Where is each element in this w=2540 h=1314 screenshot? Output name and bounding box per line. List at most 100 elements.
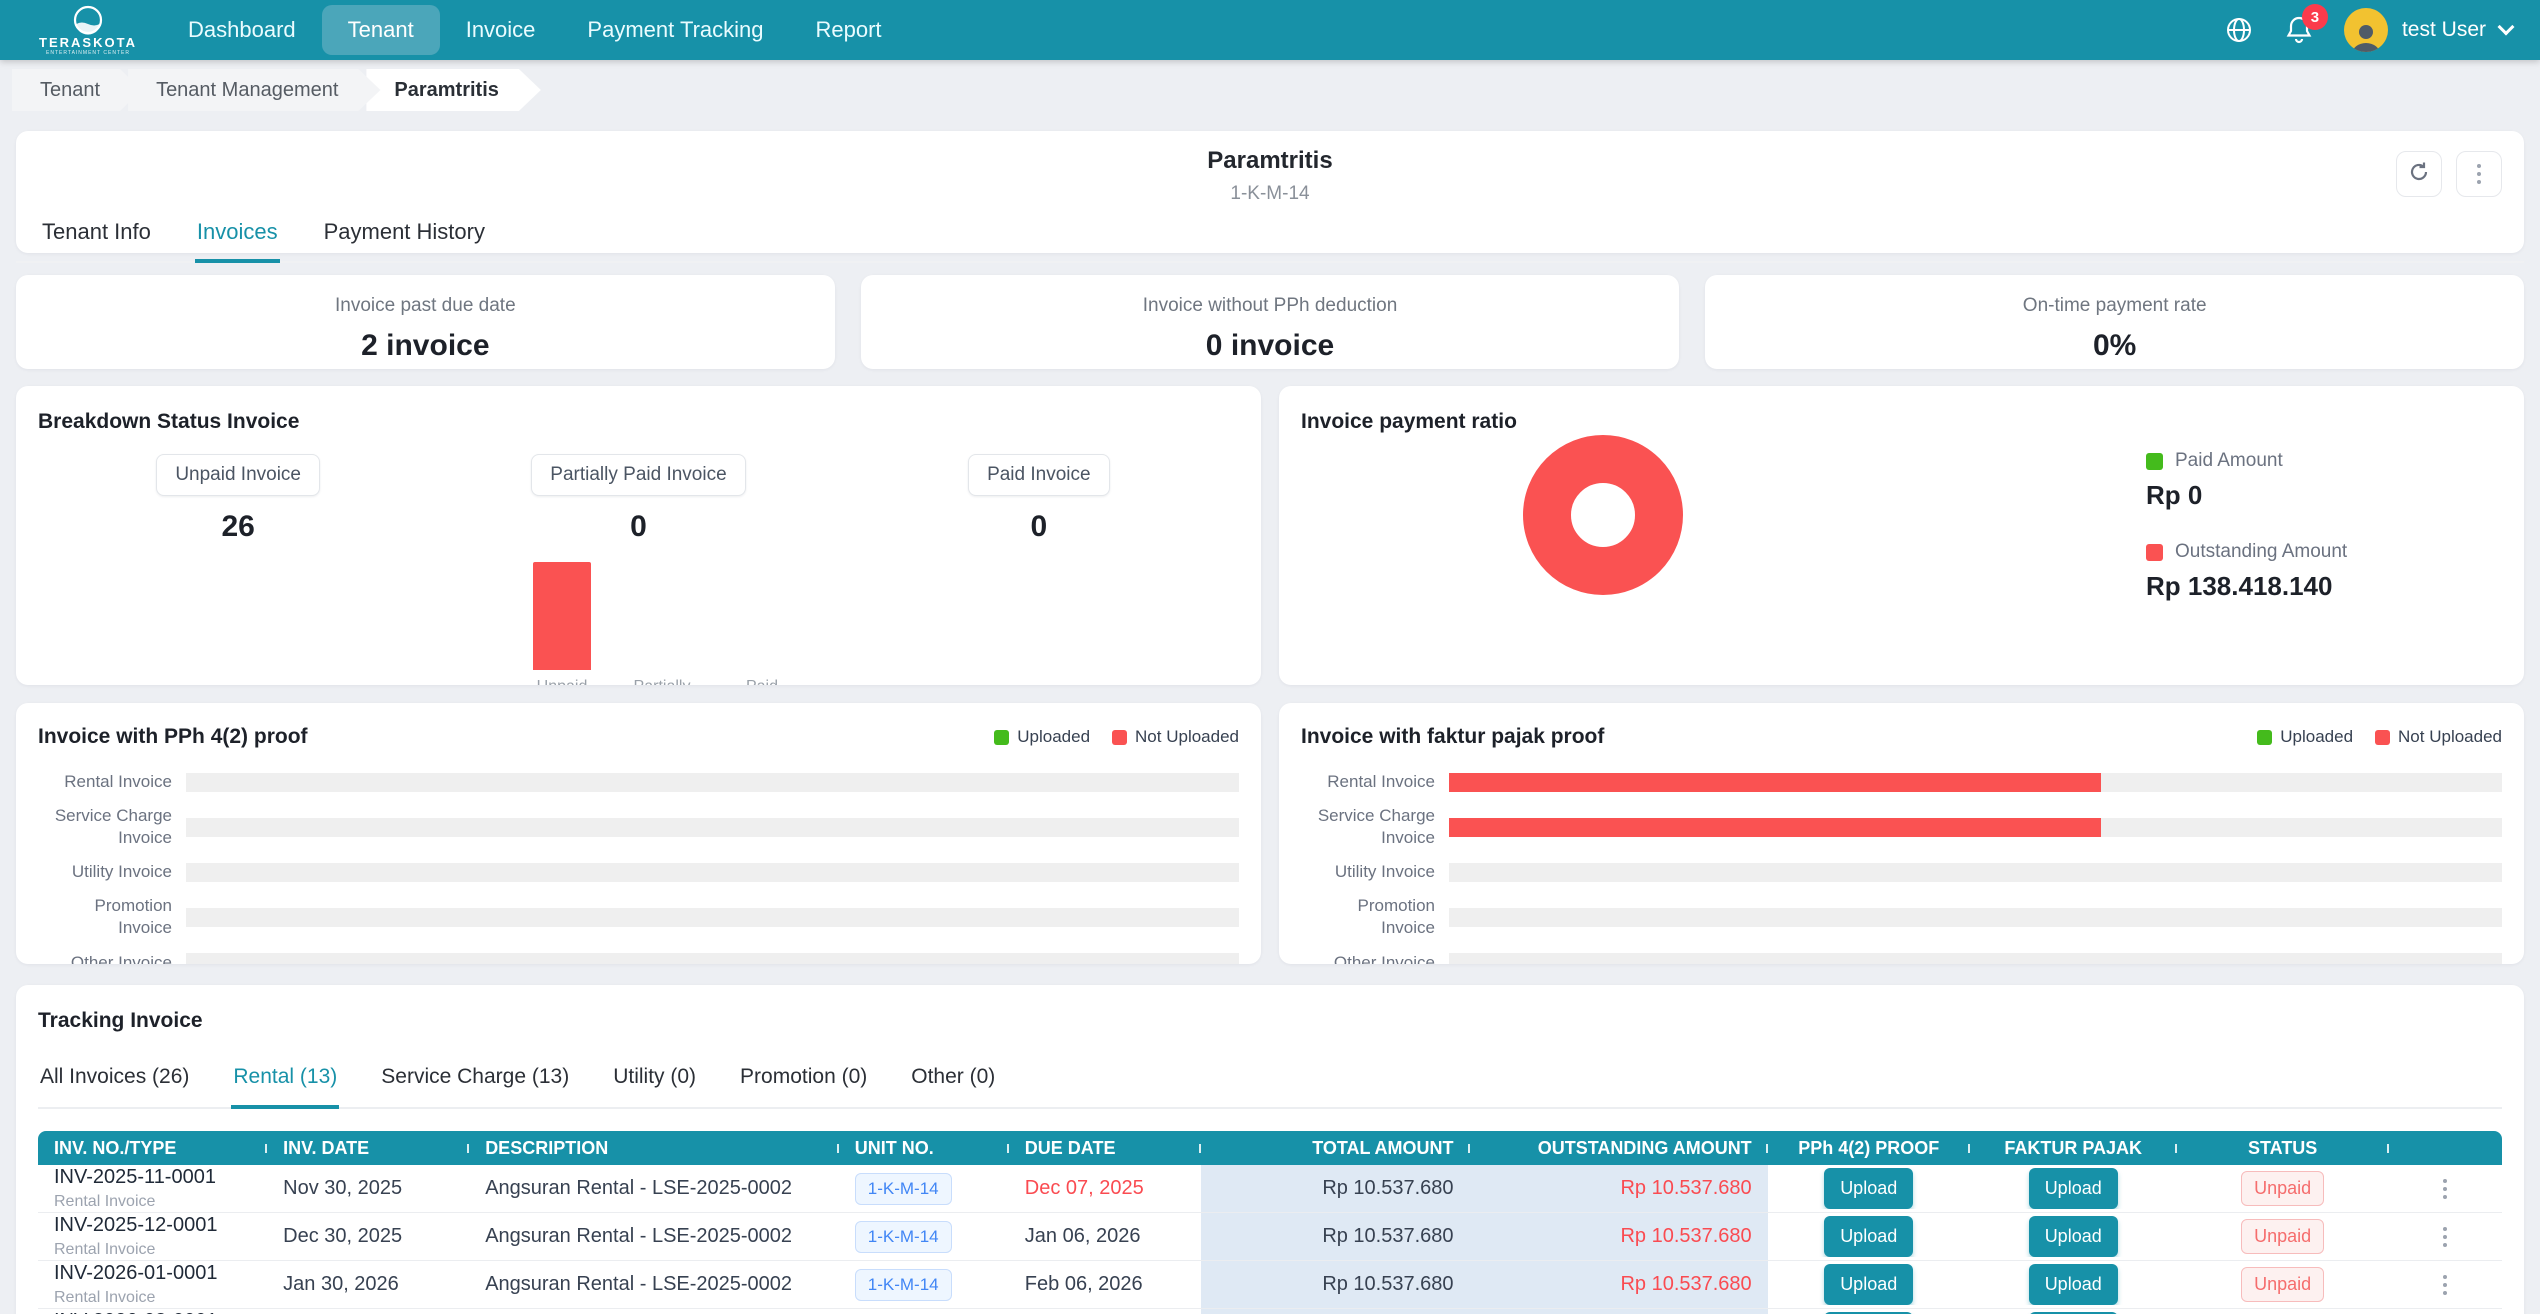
- stat-card-past-due: Invoice past due date 2 invoice: [16, 275, 835, 369]
- total-amount: Rp 10.537.680: [1200, 1309, 1470, 1314]
- upload-pph-button[interactable]: Upload: [1824, 1216, 1914, 1257]
- breadcrumb-current-page: Paramtritis: [366, 69, 541, 111]
- invoice-description: Angsuran Rental - LSE-2025-0002: [485, 1177, 793, 1199]
- upload-pph-button[interactable]: Upload: [1824, 1168, 1914, 1209]
- breadcrumb-tenant[interactable]: Tenant: [12, 69, 142, 111]
- bar-track: [186, 862, 1239, 882]
- invoice-date: Jan 30, 2026: [283, 1273, 399, 1295]
- brand-name: TERASKOTA: [39, 34, 137, 50]
- stat-value: 2 invoice: [361, 329, 490, 362]
- invoice-row[interactable]: INV-2025-12-0001 Rental Invoice Dec 30, 2…: [38, 1213, 2502, 1261]
- tab-service-charge[interactable]: Service Charge (13): [381, 1065, 570, 1088]
- more-options-button[interactable]: [2456, 151, 2502, 197]
- language-globe-icon[interactable]: [2224, 15, 2254, 45]
- bar-track: [1449, 862, 2502, 882]
- tab-rental[interactable]: Rental (13): [231, 1057, 340, 1109]
- payment-ratio-legend: Paid Amount Rp 0 Outstanding Amount Rp 1…: [2146, 450, 2347, 632]
- pph-proof-title: Invoice with PPh 4(2) proof: [38, 725, 308, 748]
- row-actions-icon[interactable]: [2405, 1274, 2486, 1295]
- due-date: Jan 06, 2026: [1024, 1225, 1141, 1247]
- partially-paid-invoice-badge: Partially Paid Invoice: [531, 454, 746, 496]
- category-label: Utility Invoice: [1334, 862, 1435, 882]
- tab-all-invoices[interactable]: All Invoices (26): [40, 1065, 190, 1088]
- tab-payment-history[interactable]: Payment History: [323, 219, 485, 244]
- outstanding-amount: Rp 10.537.680: [1469, 1165, 1768, 1212]
- outstanding-amount-label: Outstanding Amount: [2175, 541, 2348, 562]
- stat-card-without-pph: Invoice without PPh deduction 0 invoice: [860, 275, 1680, 369]
- tracking-invoice-title: Tracking Invoice: [38, 1009, 203, 1032]
- tab-tenant-info[interactable]: Tenant Info: [42, 219, 151, 244]
- category-label: Rental Invoice: [64, 772, 172, 791]
- outstanding-amount: Rp 10.537.680: [1469, 1213, 1768, 1260]
- status-badge: Unpaid: [2241, 1267, 2325, 1302]
- bar-track: [186, 953, 1239, 964]
- pph-bar-chart: Rental Invoice Service Charge Invoice Ut…: [38, 771, 1239, 964]
- unpaid-invoice-count: 26: [221, 510, 255, 543]
- nav-item-dashboard[interactable]: Dashboard: [188, 17, 296, 42]
- paid-amount-label: Paid Amount: [2175, 450, 2283, 471]
- breakdown-bar-chart: Unpaid Partially Paid: [512, 562, 812, 685]
- uploaded-legend-label: Uploaded: [2280, 727, 2354, 746]
- bar-track: [186, 817, 1239, 837]
- invoice-number: INV-2025-11-0001: [54, 1166, 216, 1188]
- not-uploaded-legend-label: Not Uploaded: [1135, 727, 1239, 746]
- category-label: Other Invoice: [1333, 952, 1435, 964]
- invoice-number: INV-2025-12-0001: [54, 1214, 218, 1236]
- upload-pph-button[interactable]: Upload: [1824, 1264, 1914, 1305]
- nav-item-payment-tracking[interactable]: Payment Tracking: [587, 17, 764, 42]
- uploaded-legend-swatch: [2257, 729, 2273, 745]
- upload-faktur-button[interactable]: Upload: [2028, 1312, 2118, 1314]
- bar-track: [186, 907, 1239, 927]
- tab-promotion[interactable]: Promotion (0): [740, 1065, 868, 1088]
- notification-badge: 3: [2301, 4, 2328, 30]
- payment-ratio-card: Invoice payment ratio Paid Amount Rp 0 O…: [1279, 386, 2524, 685]
- invoice-row[interactable]: INV-2025-11-0001 Rental Invoice Nov 30, 2…: [38, 1165, 2502, 1213]
- page-title: Paramtritis: [1207, 147, 1333, 174]
- refresh-icon: [2407, 160, 2431, 189]
- outstanding-amount-legend-swatch: [2146, 543, 2163, 561]
- payment-ratio-donut-chart: [1523, 435, 1683, 595]
- invoice-row[interactable]: INV-2026-01-0001 Rental Invoice Jan 30, 2…: [38, 1261, 2502, 1309]
- not-uploaded-legend-label: Not Uploaded: [2398, 727, 2502, 746]
- stat-label: Invoice past due date: [335, 295, 516, 316]
- tab-invoices[interactable]: Invoices: [194, 207, 280, 263]
- tenant-header-card: Paramtritis 1-K-M-14 Tenant Info Invoice…: [16, 131, 2524, 263]
- invoice-date: Nov 30, 2025: [283, 1177, 403, 1199]
- invoice-type: Rental Invoice: [54, 1193, 156, 1210]
- category-label: Rental Invoice: [1327, 772, 1435, 791]
- due-date: Dec 07, 2025: [1024, 1177, 1144, 1199]
- nav-item-tenant[interactable]: Tenant: [321, 5, 440, 55]
- invoice-table: INV. NO./TYPE INV. DATE DESCRIPTION UNIT…: [38, 1131, 2502, 1314]
- uploaded-legend-label: Uploaded: [1017, 727, 1091, 746]
- upload-faktur-button[interactable]: Upload: [2028, 1216, 2118, 1257]
- upload-faktur-button[interactable]: Upload: [2028, 1264, 2118, 1305]
- row-actions-icon[interactable]: [2405, 1178, 2486, 1199]
- upload-faktur-button[interactable]: Upload: [2028, 1168, 2118, 1209]
- user-menu[interactable]: test User: [2343, 8, 2515, 52]
- top-navbar: TERASKOTA ENTERTAINMENT CENTER Dashboard…: [0, 0, 2540, 60]
- refresh-button[interactable]: [2396, 151, 2442, 197]
- nav-item-invoice[interactable]: Invoice: [465, 17, 536, 42]
- tab-other[interactable]: Other (0): [911, 1065, 996, 1088]
- category-label: Service Charge Invoice: [54, 806, 172, 848]
- faktur-bar-chart: Rental Invoice Service Charge Invoice Ut…: [1301, 771, 2502, 964]
- pph-proof-card: Invoice with PPh 4(2) proof Uploaded Not…: [16, 703, 1261, 964]
- upload-pph-button[interactable]: Upload: [1824, 1312, 1914, 1314]
- bar-track: [1449, 907, 2502, 927]
- brand-logo[interactable]: TERASKOTA ENTERTAINMENT CENTER: [28, 5, 148, 56]
- unit-no-chip: 1-K-M-14: [854, 1268, 952, 1301]
- due-date: Feb 06, 2026: [1024, 1273, 1143, 1295]
- invoice-number: INV-2026-03-0001: [54, 1310, 251, 1314]
- notifications-bell-icon[interactable]: 3: [2284, 4, 2328, 46]
- bar-track: [1449, 817, 2502, 837]
- faktur-pajak-title: Invoice with faktur pajak proof: [1301, 725, 1605, 748]
- breadcrumb-tenant-management[interactable]: Tenant Management: [128, 69, 380, 111]
- nav-item-report[interactable]: Report: [815, 17, 882, 42]
- category-label: Other Invoice: [70, 952, 172, 964]
- tab-utility[interactable]: Utility (0): [613, 1065, 697, 1088]
- row-actions-icon[interactable]: [2405, 1226, 2486, 1247]
- invoice-table-header: INV. NO./TYPE INV. DATE DESCRIPTION UNIT…: [38, 1131, 2502, 1165]
- invoice-description: Angsuran Rental - LSE-2025-0002: [485, 1273, 793, 1295]
- bar-track: [1449, 953, 2502, 964]
